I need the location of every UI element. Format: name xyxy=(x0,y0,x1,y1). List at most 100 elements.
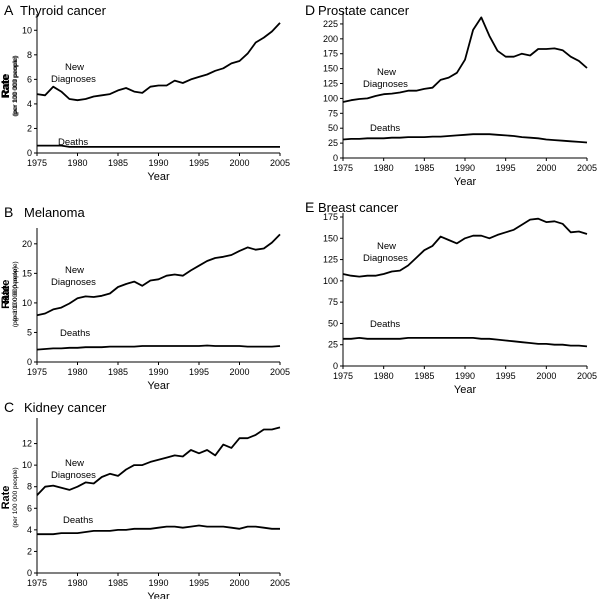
y-axis-title: Rate xyxy=(0,75,12,99)
y-tick-label: 50 xyxy=(328,123,338,133)
y-axis-subtitle: (per 100 000 people) xyxy=(12,56,19,116)
series-label: New xyxy=(377,67,396,78)
series-label: Deaths xyxy=(58,137,88,148)
chart-panel-d: D Prostate cancer025507510012515017520022… xyxy=(0,2,597,188)
x-tick-label: 2000 xyxy=(536,163,556,173)
y-tick-label: 125 xyxy=(323,255,338,265)
x-tick-label: 1980 xyxy=(374,371,394,381)
y-tick-label: 0 xyxy=(27,568,32,578)
series-line-new-diagnoses xyxy=(36,22,281,102)
x-tick-label: 2000 xyxy=(229,158,249,168)
series-line-deaths xyxy=(37,524,280,536)
x-tick-label: 1990 xyxy=(455,371,475,381)
x-tick-label: 2000 xyxy=(229,578,249,588)
x-axis-title: Year xyxy=(454,384,477,396)
y-tick-label: 2 xyxy=(27,546,32,556)
y-tick-label: 8 xyxy=(27,50,32,60)
x-tick-label: 2005 xyxy=(270,158,290,168)
y-tick-label: 6 xyxy=(27,74,32,84)
y-tick-label: 4 xyxy=(27,99,32,109)
panel-title: Melanoma xyxy=(24,205,85,220)
y-tick-label: 10 xyxy=(22,25,32,35)
y-tick-label: 50 xyxy=(328,318,338,328)
x-tick-label: 1980 xyxy=(374,163,394,173)
y-tick-label: 6 xyxy=(27,503,32,513)
series-line-new-diagnoses xyxy=(36,233,281,317)
x-tick-label: 1995 xyxy=(496,163,516,173)
series-label: Diagnoses xyxy=(363,79,408,90)
x-tick-label: 1980 xyxy=(67,578,87,588)
panel-letter: C xyxy=(4,399,14,415)
series-line-deaths xyxy=(37,144,280,148)
x-tick-label: 1990 xyxy=(148,367,168,377)
x-tick-label: 1985 xyxy=(108,158,128,168)
y-tick-label: 2 xyxy=(27,123,32,133)
y-tick-label: 10 xyxy=(22,298,32,308)
y-tick-label: 200 xyxy=(323,34,338,44)
y-axis-title: Rate xyxy=(0,280,12,304)
series-label: Diagnoses xyxy=(51,470,96,481)
x-tick-label: 1985 xyxy=(414,371,434,381)
y-axis-subtitle: (per 100 000 people) xyxy=(12,267,19,327)
series-line-new-diagnoses xyxy=(36,426,281,496)
x-tick-label: 1975 xyxy=(27,367,47,377)
x-tick-label: 2000 xyxy=(229,367,249,377)
x-tick-label: 2005 xyxy=(270,578,290,588)
series-label: Deaths xyxy=(370,319,400,330)
x-tick-label: 1995 xyxy=(189,578,209,588)
y-tick-label: 100 xyxy=(323,93,338,103)
y-tick-label: 5 xyxy=(27,327,32,337)
y-axis-title: Rate xyxy=(0,74,12,98)
panel-title: Thyroid cancer xyxy=(20,3,107,18)
x-tick-label: 1995 xyxy=(496,371,516,381)
y-tick-label: 4 xyxy=(27,525,32,535)
series-label: Diagnoses xyxy=(51,74,96,85)
panel-letter: B xyxy=(4,204,13,220)
x-axis-title: Year xyxy=(147,380,170,392)
x-axis-title: Year xyxy=(454,176,477,188)
y-tick-label: 0 xyxy=(333,361,338,371)
panel-title: Breast cancer xyxy=(318,200,399,215)
x-tick-label: 1980 xyxy=(67,367,87,377)
x-tick-label: 1985 xyxy=(414,163,434,173)
x-axis-title: Year xyxy=(147,591,170,599)
y-tick-label: 0 xyxy=(27,357,32,367)
x-tick-label: 1990 xyxy=(148,578,168,588)
y-axis-title: Rate xyxy=(0,486,12,510)
series-label: Deaths xyxy=(60,328,90,339)
x-tick-label: 1975 xyxy=(27,578,47,588)
y-tick-label: 150 xyxy=(323,233,338,243)
panel-letter: D xyxy=(305,2,315,18)
y-tick-label: 175 xyxy=(323,212,338,222)
x-tick-label: 2005 xyxy=(577,371,597,381)
x-tick-label: 1975 xyxy=(333,163,353,173)
y-tick-label: 175 xyxy=(323,49,338,59)
series-label: Diagnoses xyxy=(363,253,408,264)
series-label: New xyxy=(65,458,84,469)
y-tick-label: 10 xyxy=(22,460,32,470)
y-tick-label: 0 xyxy=(333,153,338,163)
x-tick-label: 2005 xyxy=(577,163,597,173)
series-label: Diagnoses xyxy=(51,277,96,288)
y-tick-label: 15 xyxy=(22,268,32,278)
y-tick-label: 0 xyxy=(27,148,32,158)
panel-letter: E xyxy=(305,199,314,215)
x-tick-label: 1975 xyxy=(333,371,353,381)
series-label: New xyxy=(65,265,84,276)
y-tick-label: 225 xyxy=(323,19,338,29)
series-label: New xyxy=(377,241,396,252)
panel-title: Prostate cancer xyxy=(318,3,410,18)
x-tick-label: 1975 xyxy=(27,158,47,168)
series-label: Deaths xyxy=(370,123,400,134)
x-tick-label: 1995 xyxy=(189,367,209,377)
x-tick-label: 1985 xyxy=(108,578,128,588)
y-tick-label: 25 xyxy=(328,340,338,350)
y-tick-label: 100 xyxy=(323,276,338,286)
y-axis-subtitle: (per 100 000 people) xyxy=(12,261,19,321)
chart-panel-a: A Thyroid cancer 0 2 4 6 8 10 1975 1980 1985 1990 19… xyxy=(0,2,290,183)
series-line-new-diagnoses xyxy=(342,16,588,103)
series-line-deaths xyxy=(342,133,588,144)
chart-panel-b: B Melanoma 0 5 10 15 20 1975 1980 1985 1990 1995 200… xyxy=(0,204,290,392)
y-tick-label: 12 xyxy=(22,439,32,449)
